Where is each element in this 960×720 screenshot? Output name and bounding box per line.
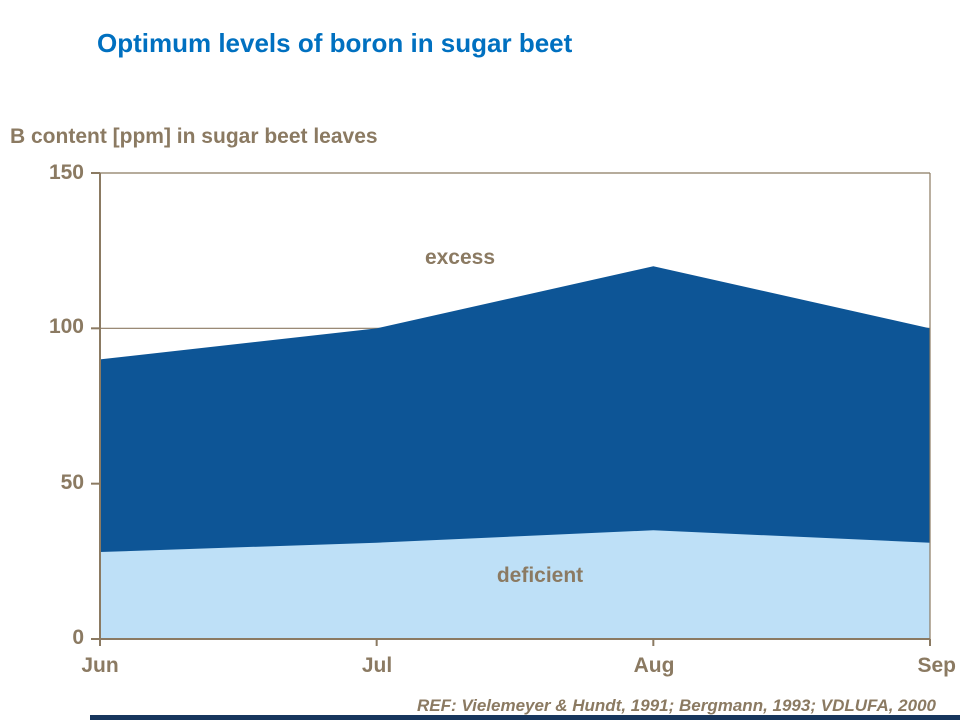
slide-title: Optimum levels of boron in sugar beet (97, 28, 573, 58)
footer-accent-bar (90, 715, 960, 720)
reference-text: REF: Vielemeyer & Hundt, 1991; Bergmann,… (417, 696, 936, 715)
y-tick-label-0: 0 (72, 626, 84, 649)
x-tick-label-jul: Jul (361, 654, 393, 677)
series-label-deficient: deficient (496, 564, 584, 587)
deficient-area (100, 530, 930, 639)
y-tick-label-150: 150 (48, 161, 84, 184)
x-tick-label-sep: Sep (917, 654, 956, 677)
y-axis-title: B content [ppm] in sugar beet leaves (10, 125, 378, 148)
x-tick-label-jun: Jun (81, 654, 119, 677)
y-tick-label-100: 100 (48, 315, 84, 338)
series-label-excess: excess (424, 246, 496, 269)
x-tick-label-aug: Aug (633, 654, 675, 677)
y-tick-label-50: 50 (60, 471, 84, 494)
